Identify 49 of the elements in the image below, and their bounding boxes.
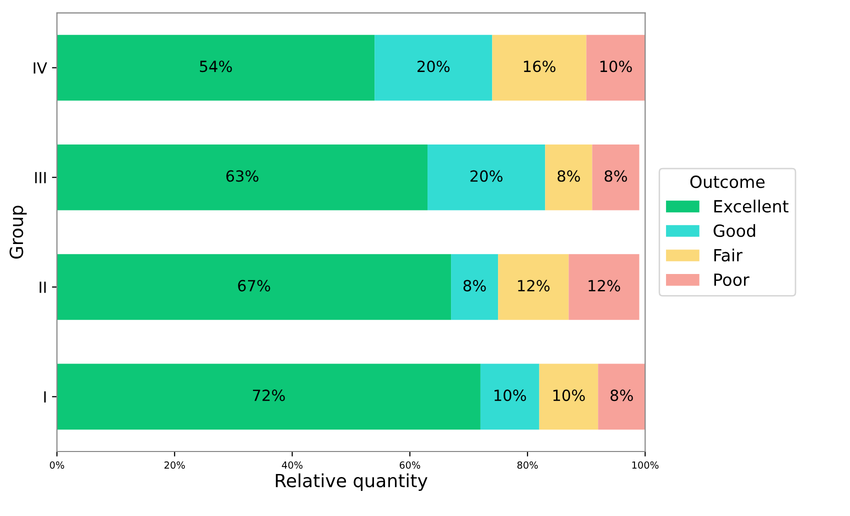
bar [545,144,592,210]
bar [492,34,586,101]
x-axis-title: Relative quantity [276,473,428,491]
data-label: 10% [494,390,526,402]
x-tick-label: 100% [632,461,659,469]
x-tick-label: 80% [517,461,538,469]
data-label: 12% [588,280,620,292]
data-label: 10% [600,60,632,72]
bar [592,144,640,210]
data-label: 67% [238,280,270,292]
y-tick-label: II [40,282,46,293]
data-label: 8% [604,170,628,182]
x-tick-label: 40% [282,461,302,469]
data-label: 20% [418,60,450,72]
bar [480,364,540,430]
y-tick-label: I [44,391,46,402]
bar [539,364,598,430]
data-label: 8% [558,170,580,182]
legend-label: Good [714,224,756,238]
y-tick-label: III [35,172,46,184]
legend-label: Fair [714,248,742,262]
bar [598,364,646,430]
data-label: 54% [200,60,232,72]
legend-label: Poor [714,274,750,286]
bar [498,254,569,320]
y-axis-title: Group [10,206,27,259]
y-tick-label: IV [34,62,48,74]
bar [568,254,640,320]
bar [56,144,428,210]
bar [451,254,498,320]
data-label: 8% [610,390,633,402]
x-tick-label: 0% [50,461,64,469]
legend-label: Excellent [714,200,788,213]
bar [586,34,646,101]
x-tick-label: 20% [164,461,185,469]
data-label: 16% [524,60,556,72]
bar [56,254,452,320]
bar [56,34,375,101]
data-label: 20% [470,170,502,182]
data-label: 12% [518,280,550,292]
data-label: 10% [553,390,585,402]
bar [374,34,492,101]
data-label: 8% [463,280,486,292]
data-label: 63% [226,170,258,182]
legend-title: Outcome [690,176,765,188]
data-label: 72% [252,390,285,402]
x-tick-label: 60% [400,461,420,469]
bar [428,144,546,210]
bar [56,364,480,430]
